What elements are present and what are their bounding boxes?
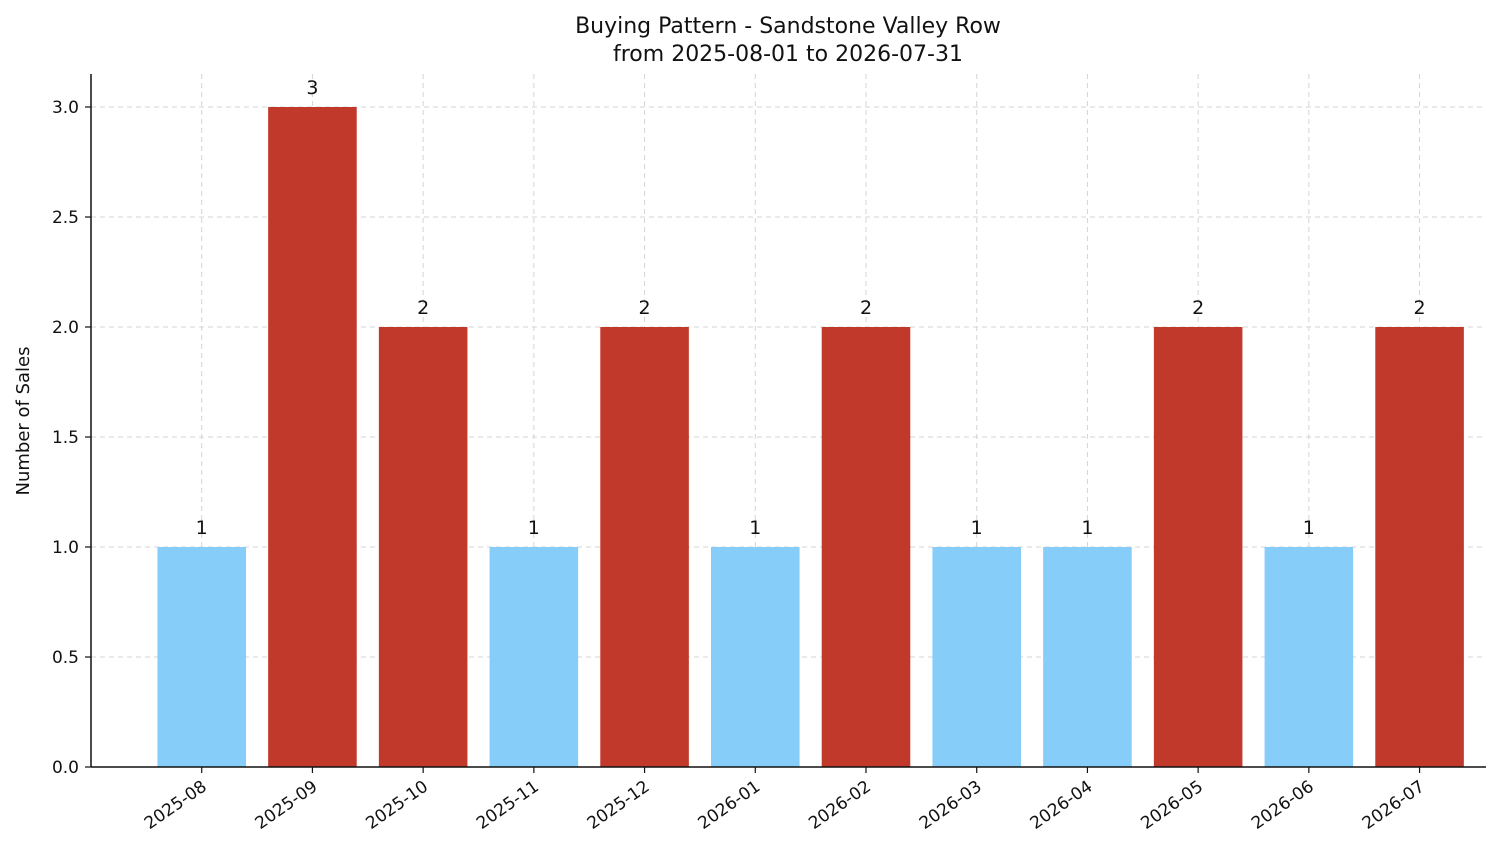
y-tick-label: 3.0 — [52, 98, 79, 118]
axes — [90, 74, 1486, 768]
bar-2025-09 — [268, 107, 357, 767]
chart-subtitle: from 2025-08-01 to 2026-07-31 — [613, 42, 963, 67]
data-label-2026-02: 2 — [860, 297, 872, 319]
data-label-2026-03: 1 — [971, 517, 983, 539]
x-tick-label: 2025-12 — [584, 777, 654, 834]
y-tick-label: 1.0 — [52, 538, 79, 558]
bar-2025-12 — [600, 327, 689, 767]
data-label-2025-12: 2 — [639, 297, 651, 319]
y-axis-label: Number of Sales — [13, 346, 34, 495]
x-ticks: 2025-08 2025-09 2025-10 2025-11 2025-12 2026-… — [141, 767, 1429, 834]
chart-title: Buying Pattern - Sandstone Valley Row — [575, 14, 1001, 39]
x-tick-label: 2026-04 — [1027, 777, 1097, 834]
data-labels: 1 3 2 1 2 1 2 1 1 2 1 2 — [196, 77, 1426, 539]
bar-2026-01 — [711, 547, 800, 767]
data-label-2026-05: 2 — [1192, 297, 1204, 319]
data-label-2025-08: 1 — [196, 517, 208, 539]
data-label-2026-01: 1 — [749, 517, 761, 539]
data-label-2025-11: 1 — [528, 517, 540, 539]
x-tick-label: 2026-05 — [1137, 777, 1207, 834]
bar-2025-11 — [489, 547, 579, 767]
data-label-2025-09: 3 — [306, 77, 318, 99]
y-tick-label: 2.0 — [52, 318, 79, 338]
data-label-2025-10: 2 — [417, 297, 429, 319]
x-tick-label: 2026-06 — [1248, 777, 1318, 834]
bar-2026-02 — [821, 327, 911, 767]
data-label-2026-06: 1 — [1303, 517, 1315, 539]
data-label-2026-07: 2 — [1414, 297, 1426, 319]
x-tick-label: 2025-09 — [252, 777, 322, 834]
bar-2025-10 — [378, 327, 468, 767]
bar-2025-08 — [157, 547, 246, 767]
x-tick-label: 2026-07 — [1359, 777, 1429, 834]
y-tick-label: 2.5 — [52, 208, 79, 228]
bar-2026-05 — [1153, 327, 1243, 767]
x-tick-label: 2025-08 — [141, 777, 211, 834]
x-tick-label: 2026-03 — [916, 777, 986, 834]
data-label-2026-04: 1 — [1081, 517, 1093, 539]
bar-2026-06 — [1264, 547, 1354, 767]
bar-2026-04 — [1043, 547, 1132, 767]
y-tick-label: 1.5 — [52, 428, 79, 448]
bars — [157, 107, 1464, 767]
x-tick-label: 2026-02 — [805, 777, 875, 834]
y-tick-label: 0.5 — [52, 648, 79, 668]
x-tick-label: 2025-10 — [362, 777, 432, 834]
bar-2026-07 — [1375, 327, 1464, 767]
x-tick-label: 2026-01 — [694, 777, 764, 834]
y-tick-label: 0.0 — [52, 758, 79, 778]
x-tick-label: 2025-11 — [473, 777, 543, 834]
bar-2026-03 — [932, 547, 1021, 767]
y-ticks: 0.0 0.5 1.0 1.5 2.0 2.5 3.0 — [52, 98, 91, 778]
